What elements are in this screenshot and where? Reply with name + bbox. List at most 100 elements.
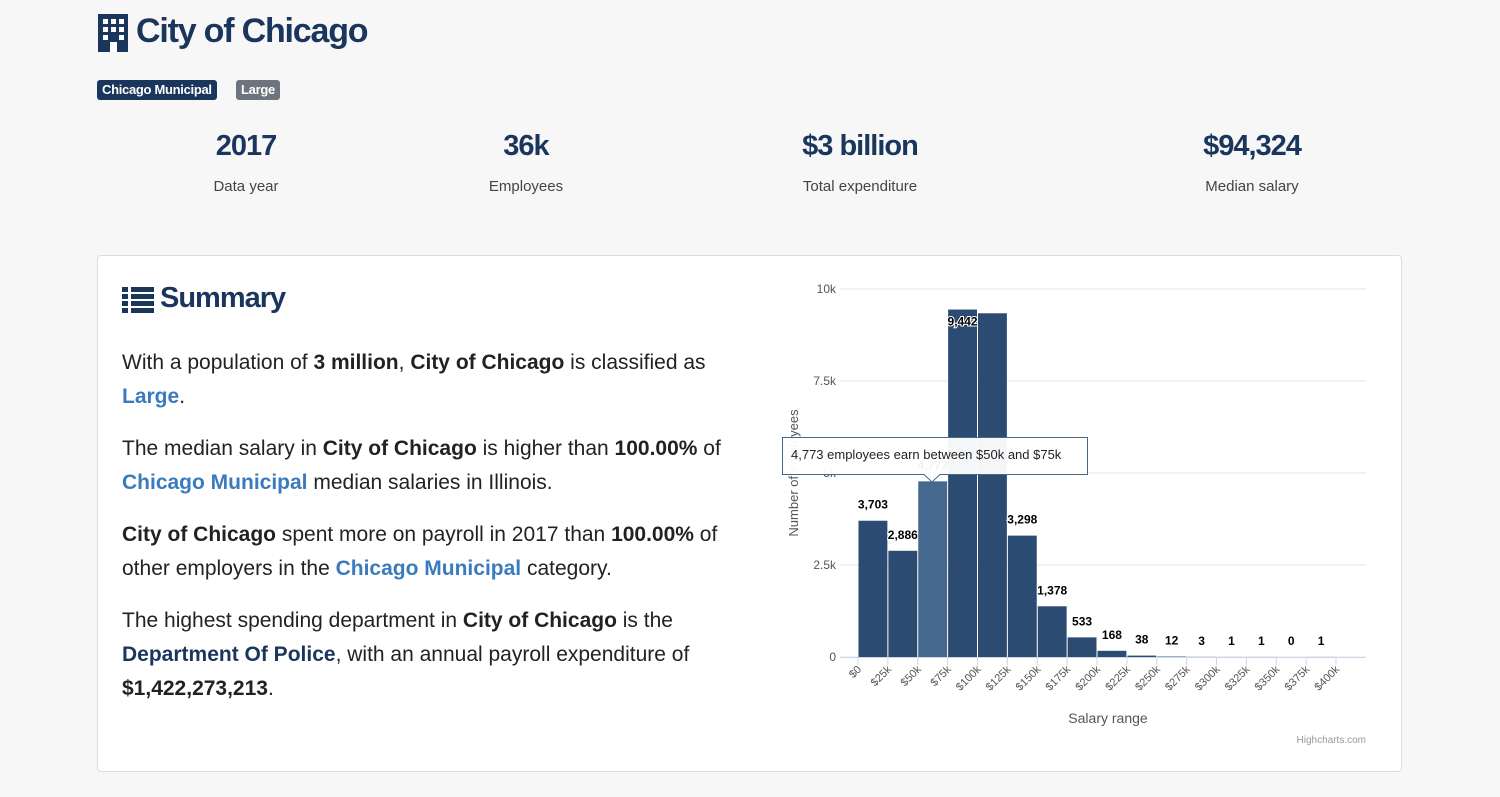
building-icon [98,14,128,52]
chart: 02.5k5k7.5k10k$0$25k$50k$75k$100k$125k$1… [782,282,1366,746]
page-title: City of Chicago [136,12,369,50]
data-label: 1 [1228,634,1235,648]
text: City of Chicago [410,351,565,374]
stat: 36k Employees [376,130,676,195]
summary-text: With a population of 3 million, City of … [122,346,742,724]
text: 100.00% [614,437,698,460]
y-tick-label: 0 [829,650,836,664]
text: City of Chicago [462,609,617,632]
stat: 2017 Data year [96,130,396,195]
data-label: 38 [1135,633,1149,647]
data-label: 533 [1072,614,1092,628]
x-tick-label: $100k [954,663,984,693]
bar [1007,535,1037,657]
x-tick-label: $275k [1163,663,1193,693]
bar [948,309,977,657]
x-tick-label: $200k [1073,663,1103,693]
stat-value: $94,324 [1203,130,1302,162]
section-title: Summary [160,282,286,314]
text: The highest spending department in [122,609,463,632]
list-icon [122,287,154,313]
text: is classified as [564,351,706,374]
text: City of Chicago [322,437,477,460]
data-label: 1 [1258,634,1265,648]
x-axis-title: Salary range [1068,710,1148,726]
data-label: 12 [1165,634,1179,648]
x-tick-label: $50k [899,663,925,689]
data-label: 3 [1198,634,1205,648]
y-tick-label: 2.5k [813,558,837,572]
link[interactable]: Large [122,385,180,408]
stat-label: Median salary [1205,178,1299,195]
badge: Large [236,80,280,100]
x-tick-label: $175k [1044,663,1074,693]
x-tick-label: $125k [984,663,1014,693]
x-tick-label: $150k [1014,663,1044,693]
stat-label: Data year [213,178,279,195]
x-tick-label: $225k [1103,663,1133,693]
text: of [697,437,721,460]
stat-value: 2017 [215,130,278,162]
paragraph: The median salary in City of Chicago is … [122,432,742,500]
text: . [179,385,186,408]
text: The median salary in [122,437,323,460]
bar [978,313,1007,657]
data-label: 1,378 [1037,583,1067,597]
paragraph: City of Chicago spent more on payroll in… [122,518,742,586]
text: With a population of [122,351,314,374]
bar [858,520,888,657]
data-label: 168 [1102,628,1122,642]
x-tick-label: $75k [928,663,954,689]
x-tick-label: $325k [1223,663,1253,693]
stat-value: 36k [503,130,549,162]
stat-label: Total expenditure [802,178,918,195]
bar [918,481,948,657]
text: median salaries in Illinois. [307,471,553,494]
x-tick-label: $300k [1193,663,1223,693]
data-label: 3,703 [858,498,888,512]
text: is the [616,609,673,632]
x-tick-label: $350k [1253,663,1283,693]
text: City of Chicago [122,523,277,546]
tooltip: 4,773 employees earn between $50k and $7… [782,437,1088,483]
x-tick-label: $375k [1283,663,1313,693]
text: . [267,677,274,700]
paragraph: The highest spending department in City … [122,604,742,706]
x-tick-label: $25k [869,663,895,689]
link[interactable]: Chicago Municipal [335,557,522,580]
stat: $3 billion Total expenditure [710,130,1010,195]
text: $1,422,273,213 [122,677,268,700]
data-label: 1 [1318,634,1325,648]
stat-value: $3 billion [802,130,919,162]
credits: Highcharts.com [1297,735,1366,746]
text: category. [521,557,612,580]
text: 3 million [313,351,399,374]
text: , [398,351,411,374]
bar [888,550,918,657]
y-tick-label: 10k [817,282,837,296]
summary-card [97,255,1402,772]
tooltip-box [782,437,1088,483]
link[interactable]: Department Of Police [122,643,336,666]
data-label: 2,886 [888,528,918,542]
bar [1097,650,1127,657]
stat: $94,324 Median salary [1102,130,1402,195]
bar [1037,606,1067,657]
badge: Chicago Municipal [97,80,217,100]
bar [1127,655,1157,657]
stat-label: Employees [488,178,564,195]
text: of other employers in the [122,523,718,580]
data-label: 9,442 [948,315,978,329]
x-tick-label: $400k [1312,663,1342,693]
data-label: 0 [1288,634,1295,648]
y-tick-label: 7.5k [813,374,837,388]
x-tick-label: $250k [1133,663,1163,693]
text: 100.00% [611,523,694,546]
text: spent more on payroll in 2017 than [276,523,612,546]
text: , with an annual payroll expenditure of [335,643,690,666]
tooltip-text: 4,773 employees earn between $50k and $7… [791,447,1062,462]
link[interactable]: Chicago Municipal [122,471,308,494]
x-tick-label: $0 [847,664,864,681]
bar [1067,637,1097,657]
